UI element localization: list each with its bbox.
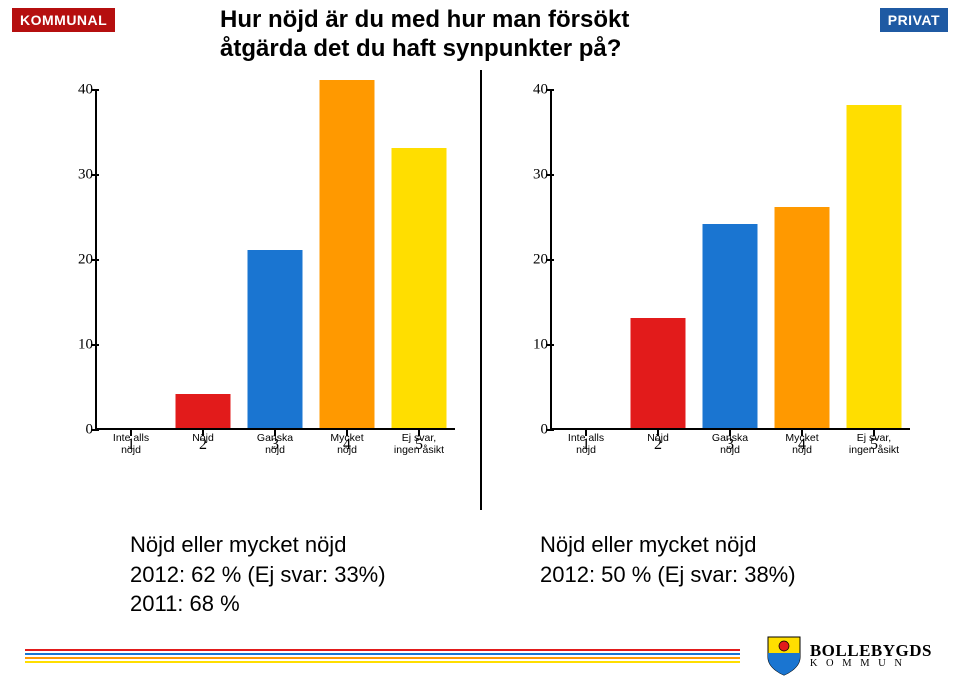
ytick-label: 30 — [55, 167, 93, 184]
ytick-label: 30 — [510, 167, 548, 184]
category-label: Ganskanöjd — [240, 432, 310, 456]
bar — [176, 394, 231, 428]
category-label: Nöjd — [168, 432, 238, 444]
bar — [320, 80, 375, 429]
category-label: Mycketnöjd — [312, 432, 382, 456]
kommunal-badge: KOMMUNAL — [12, 8, 115, 32]
category-label: Ganskanöjd — [695, 432, 765, 456]
left-summary-line1: Nöjd eller mycket nöjd — [130, 530, 386, 560]
category-label: Ej svar,ingen åsikt — [839, 432, 909, 456]
footer-stripe — [25, 657, 740, 659]
logo-main-text: BOLLEBYGDS — [810, 642, 932, 659]
logo-sub-text: K O M M U N — [810, 659, 932, 670]
y-axis — [95, 90, 97, 430]
left-summary-line2: 2012: 62 % (Ej svar: 33%) — [130, 560, 386, 590]
right-chart: 01020304012345 — [510, 90, 910, 450]
ytick-label: 10 — [55, 337, 93, 354]
left-cat-labels: Inte allsnöjdNöjdGanskanöjdMycketnöjdEj … — [55, 432, 455, 462]
bar — [847, 105, 902, 428]
right-summary-line2: 2012: 50 % (Ej svar: 38%) — [540, 560, 796, 590]
ytick-label: 40 — [55, 82, 93, 99]
category-label: Mycketnöjd — [767, 432, 837, 456]
footer-stripe — [25, 661, 740, 663]
right-summary-line1: Nöjd eller mycket nöjd — [540, 530, 796, 560]
category-label: Ej svar,ingen åsikt — [384, 432, 454, 456]
left-summary: Nöjd eller mycket nöjd 2012: 62 % (Ej sv… — [130, 530, 386, 619]
title-line-2: åtgärda det du haft synpunkter på? — [220, 35, 740, 64]
bar — [631, 318, 686, 429]
bar — [248, 250, 303, 429]
right-plot: 01020304012345 — [510, 90, 910, 450]
footer-stripe — [25, 649, 740, 651]
right-summary: Nöjd eller mycket nöjd 2012: 50 % (Ej sv… — [540, 530, 796, 589]
bar — [392, 148, 447, 429]
footer-logo: BOLLEBYGDS K O M M U N — [766, 635, 932, 677]
title-line-1: Hur nöjd är du med hur man försökt — [220, 6, 740, 35]
left-summary-line3: 2011: 68 % — [130, 589, 386, 619]
bar — [775, 207, 830, 428]
footer-stripes — [25, 649, 740, 663]
page-title: Hur nöjd är du med hur man försökt åtgär… — [220, 6, 740, 64]
ytick-label: 20 — [55, 252, 93, 269]
y-axis — [550, 90, 552, 430]
ytick-label: 20 — [510, 252, 548, 269]
ytick-label: 40 — [510, 82, 548, 99]
ytick-label: 10 — [510, 337, 548, 354]
left-chart: 01020304012345 — [55, 90, 455, 450]
category-label: Inte allsnöjd — [96, 432, 166, 456]
shield-icon — [766, 635, 802, 677]
privat-badge: PRIVAT — [880, 8, 948, 32]
category-label: Nöjd — [623, 432, 693, 444]
category-label: Inte allsnöjd — [551, 432, 621, 456]
left-plot: 01020304012345 — [55, 90, 455, 450]
bar — [703, 224, 758, 428]
footer-stripe — [25, 653, 740, 655]
right-cat-labels: Inte allsnöjdNöjdGanskanöjdMycketnöjdEj … — [510, 432, 910, 462]
center-divider — [480, 70, 482, 510]
